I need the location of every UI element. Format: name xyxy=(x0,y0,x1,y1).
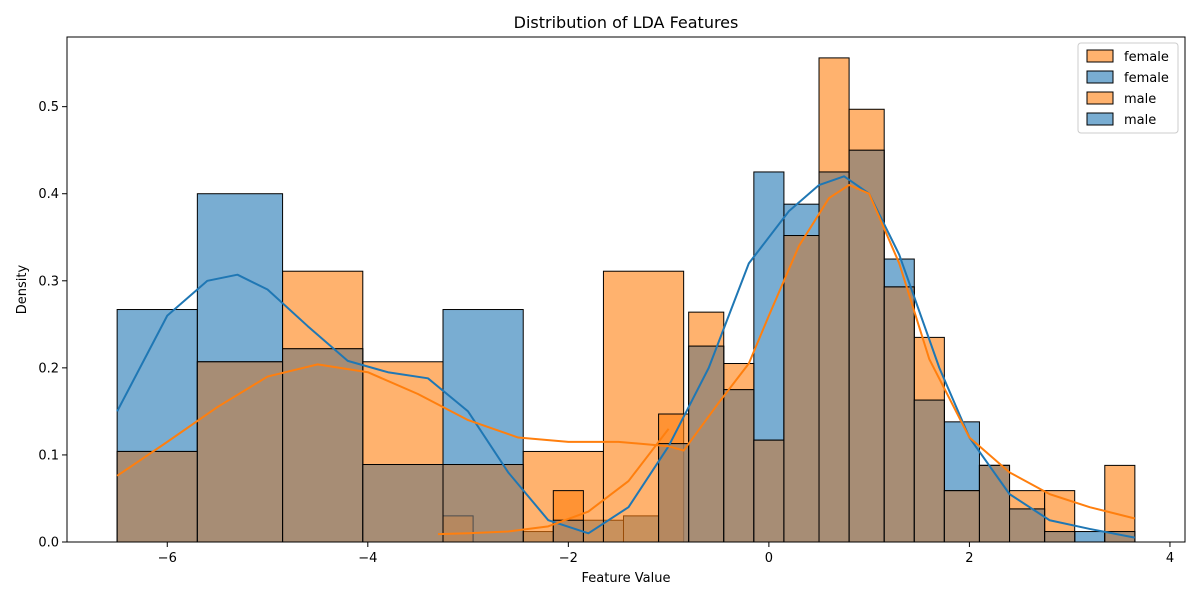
orange-bar-23 xyxy=(1104,464,1136,543)
legend-swatch xyxy=(1086,49,1114,63)
y-tick-label: 0.3 xyxy=(38,274,59,289)
overlap-bar-20 xyxy=(1009,508,1046,543)
overlap-bar-18 xyxy=(943,490,980,543)
y-axis-ticks: 0.0 0.1 0.2 0.3 0.4 0.5 xyxy=(38,100,67,551)
overlap-bar-0 xyxy=(116,450,198,543)
legend-label: female xyxy=(1124,71,1169,86)
legend-label: male xyxy=(1124,92,1156,107)
overlap-bar-16 xyxy=(883,286,915,543)
legend-box xyxy=(1077,42,1179,134)
x-axis-ticks: −6 −4 −2 0 2 4 xyxy=(158,542,1174,566)
overlap-bar-19 xyxy=(978,464,1011,543)
overlap-bar-14 xyxy=(818,171,850,543)
kde-line-2 xyxy=(437,428,670,536)
blue-bar-22 xyxy=(1074,531,1106,543)
overlap-bar-21 xyxy=(1044,531,1076,543)
x-tick-label: 0 xyxy=(765,551,773,566)
y-tick-label: 0.0 xyxy=(38,536,59,551)
overlap-bar-15 xyxy=(848,149,885,543)
kde-line-1 xyxy=(116,184,1136,520)
y-axis-label: Density xyxy=(15,264,30,314)
y-tick-label: 0.4 xyxy=(38,187,59,202)
legend-swatch xyxy=(1086,112,1114,126)
legend-swatch xyxy=(1086,91,1114,105)
kde-lines xyxy=(116,175,1136,539)
y-tick-label: 0.5 xyxy=(38,100,59,115)
overlap-bar-4 xyxy=(442,464,524,543)
x-tick-label: −6 xyxy=(158,551,177,566)
overlap-bar-2 xyxy=(282,348,364,543)
chart-title: Distribution of LDA Features xyxy=(514,13,739,32)
overlap-bar-17 xyxy=(913,399,945,543)
overlap-bar-11 xyxy=(723,389,755,543)
legend-swatch xyxy=(1086,70,1114,84)
overlap-bar-12 xyxy=(753,439,785,543)
y-tick-label: 0.2 xyxy=(38,361,59,376)
x-axis-label: Feature Value xyxy=(582,571,671,586)
plot-frame xyxy=(66,36,1186,543)
overlap-bar-9 xyxy=(658,443,690,543)
legend-label: male xyxy=(1124,113,1156,128)
overlap-bar-1 xyxy=(196,361,284,543)
overlap-bar-13 xyxy=(783,235,820,543)
kde-line-0 xyxy=(116,175,1136,539)
x-tick-label: −4 xyxy=(358,551,377,566)
overlap-bars xyxy=(116,149,1136,543)
y-tick-label: 0.1 xyxy=(38,448,59,463)
overlap-bar-10 xyxy=(688,345,725,543)
legend: female female male male xyxy=(1077,42,1179,134)
legend-label: female xyxy=(1124,50,1169,65)
x-tick-label: −2 xyxy=(559,551,578,566)
x-tick-label: 2 xyxy=(965,551,973,566)
x-tick-label: 4 xyxy=(1166,551,1174,566)
overlap-bar-3 xyxy=(362,464,444,543)
